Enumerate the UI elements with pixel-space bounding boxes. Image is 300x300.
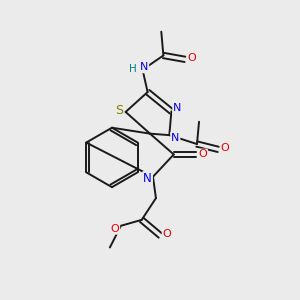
Text: H: H — [129, 64, 137, 74]
Text: S: S — [115, 104, 123, 117]
Text: N: N — [143, 172, 152, 185]
Text: O: O — [187, 53, 196, 63]
Text: N: N — [140, 62, 148, 72]
Text: O: O — [220, 143, 229, 153]
Text: O: O — [198, 149, 207, 160]
Text: O: O — [163, 230, 171, 239]
Text: O: O — [111, 224, 119, 234]
Text: N: N — [171, 133, 179, 142]
Text: N: N — [173, 103, 182, 113]
